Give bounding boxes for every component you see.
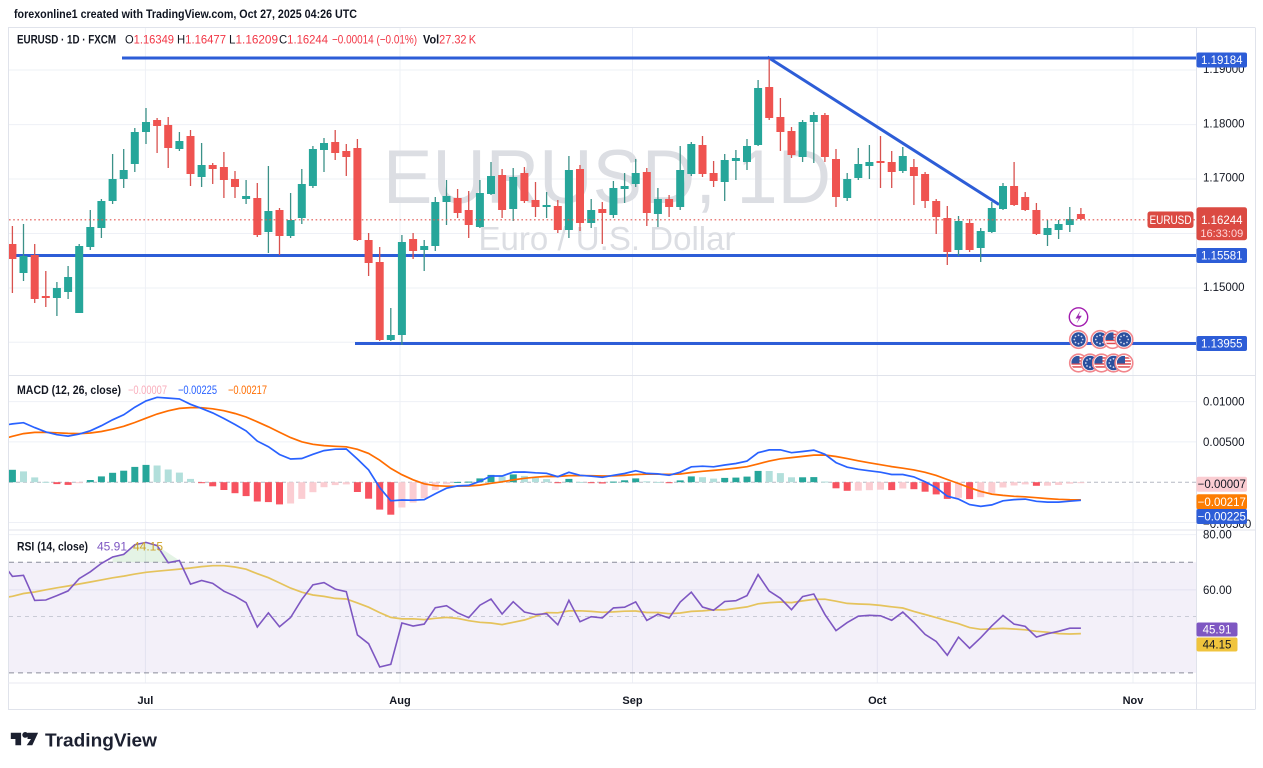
svg-text:−0.00014 (−0.01%): −0.00014 (−0.01%)	[332, 33, 417, 47]
svg-text:−0.00007: −0.00007	[1198, 479, 1246, 491]
svg-text:Aug: Aug	[389, 695, 410, 707]
svg-text:45.91: 45.91	[1203, 625, 1232, 637]
svg-text:MACD (12, 26, close): MACD (12, 26, close)	[17, 383, 121, 397]
svg-text:H1.16477: H1.16477	[177, 33, 226, 47]
svg-text:TradingView: TradingView	[45, 731, 158, 751]
svg-text:1.15581: 1.15581	[1201, 251, 1243, 263]
svg-text:EURUSD: EURUSD	[1150, 215, 1192, 227]
svg-text:1.19184: 1.19184	[1201, 55, 1243, 67]
svg-text:Oct: Oct	[868, 695, 887, 707]
svg-text:60.00: 60.00	[1203, 585, 1232, 597]
svg-text:forexonline1 created with Trad: forexonline1 created with TradingView.co…	[14, 9, 357, 21]
svg-text:−0.00217: −0.00217	[1198, 497, 1246, 509]
svg-text:44.15: 44.15	[133, 540, 163, 554]
svg-text:16:33:09: 16:33:09	[1200, 228, 1243, 240]
svg-text:RSI (14, close): RSI (14, close)	[17, 540, 88, 554]
svg-text:C1.16244: C1.16244	[279, 33, 328, 47]
svg-text:45.91: 45.91	[97, 540, 127, 554]
svg-text:−0.00217: −0.00217	[228, 383, 267, 397]
svg-text:L1.16209: L1.16209	[229, 33, 278, 47]
svg-text:80.00: 80.00	[1203, 530, 1232, 542]
svg-text:1.13955: 1.13955	[1201, 339, 1243, 351]
svg-text:0.01000: 0.01000	[1203, 397, 1245, 409]
svg-text:EURUSD · 1D · FXCM: EURUSD · 1D · FXCM	[17, 33, 116, 47]
svg-text:Sep: Sep	[622, 695, 642, 707]
svg-text:1.17000: 1.17000	[1203, 173, 1245, 185]
svg-text:1.15000: 1.15000	[1203, 282, 1245, 294]
svg-text:Euro / U.S. Dollar: Euro / U.S. Dollar	[479, 220, 736, 257]
svg-text:1.18000: 1.18000	[1203, 119, 1245, 131]
svg-text:O1.16349: O1.16349	[125, 33, 174, 47]
svg-text:−0.00225: −0.00225	[1198, 512, 1246, 524]
svg-text:Vol27.32 K: Vol27.32 K	[423, 33, 476, 47]
svg-text:1.16244: 1.16244	[1201, 215, 1243, 227]
svg-text:−0.00007: −0.00007	[128, 383, 167, 397]
svg-text:−0.00225: −0.00225	[178, 383, 217, 397]
svg-text:Nov: Nov	[1123, 695, 1145, 707]
svg-text:EURUSD, 1D: EURUSD, 1D	[383, 135, 831, 220]
svg-text:44.15: 44.15	[1203, 640, 1232, 652]
svg-text:0.00500: 0.00500	[1203, 437, 1245, 449]
svg-text:Jul: Jul	[137, 695, 153, 707]
